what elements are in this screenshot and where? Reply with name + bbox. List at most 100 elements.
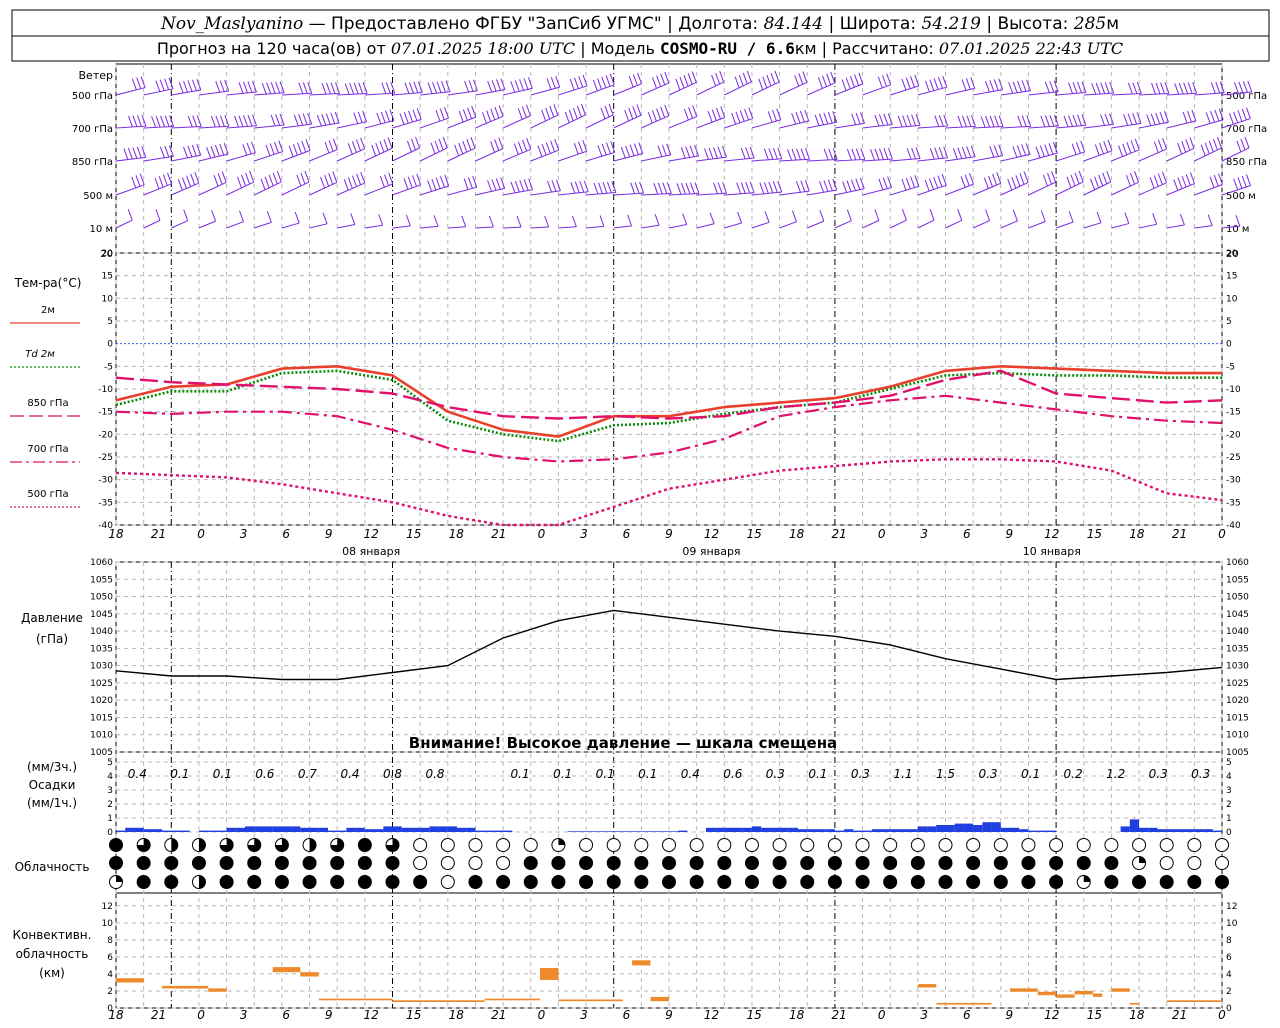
precip-bar — [715, 828, 724, 832]
wind-level-label-left: 500 м — [83, 191, 113, 202]
precip-3h-total: 0.3 — [1149, 767, 1168, 781]
precip-3h-total: 0.8 — [425, 767, 444, 781]
wind-barb — [1001, 210, 1018, 228]
wind-barb — [669, 71, 696, 95]
convective-bar — [1038, 992, 1056, 995]
wind-barb-feather — [1071, 175, 1075, 186]
cloud-icon-outline — [607, 839, 620, 852]
time-tick-label: 21 — [1172, 1008, 1187, 1022]
cloud-cover-icon — [220, 876, 233, 889]
cloud-cover-icon — [1105, 876, 1118, 889]
precip-bar — [485, 831, 494, 832]
wind-barb-shaft — [1084, 223, 1101, 228]
pressure-tick-right: 1020 — [1226, 696, 1249, 706]
wind-barb-feather — [1107, 171, 1111, 182]
wind-barb-feather — [354, 113, 358, 124]
wind-barb-feather — [710, 213, 714, 224]
header-run-1: 07.01.2025 18:00 UTC — [391, 39, 575, 58]
wind-barb-shaft — [973, 221, 989, 228]
wind-barb-feather — [556, 76, 560, 87]
wind-barb-feather — [1162, 172, 1166, 183]
cloud-icon-wedge — [116, 876, 123, 883]
wind-barb-feather — [990, 146, 994, 157]
convective-bar — [1167, 1000, 1222, 1002]
cloud-cover-icon — [469, 857, 482, 870]
wind-barb-feather — [750, 147, 754, 158]
wind-barb-feather — [594, 183, 598, 194]
cloud-icon-fill — [718, 857, 731, 870]
wind-barb — [171, 79, 201, 95]
cloud-icon-fill — [358, 876, 371, 889]
wind-barb-feather — [777, 109, 781, 120]
wind-barb-feather — [1211, 111, 1215, 122]
wind-barb-feather — [580, 181, 584, 192]
cloud-icon-outline — [497, 839, 510, 852]
wind-barb — [558, 216, 576, 228]
precip-bar — [319, 828, 328, 832]
wind-barb-feather — [357, 174, 361, 185]
precip-3h-total: 0.6 — [723, 767, 742, 781]
wind-barb-feather — [384, 139, 388, 150]
wind-barb-feather — [769, 148, 773, 159]
wind-barb — [116, 209, 132, 228]
precip-bar — [291, 826, 300, 832]
wind-barb-shaft — [503, 227, 521, 228]
pressure-tick-left: 1035 — [90, 644, 113, 654]
wind-barb-feather — [958, 209, 962, 220]
convective-bar — [273, 967, 301, 972]
cloud-cover-icon — [1216, 839, 1229, 852]
wind-barb-feather — [459, 143, 463, 154]
cloud-icon-fill — [358, 857, 371, 870]
wind-barb-feather — [266, 145, 270, 156]
wind-barb-feather — [801, 149, 805, 160]
cloud-icon-fill — [745, 876, 758, 889]
wind-barb-feather — [511, 81, 515, 92]
wind-barb-feather — [828, 112, 832, 123]
precip-3h-total: 1.2 — [1106, 767, 1125, 781]
wind-barb — [669, 214, 687, 228]
wind-barb-feather — [737, 183, 741, 194]
wind-barb-feather — [1105, 114, 1109, 125]
precip-bar — [393, 826, 402, 832]
wind-barb-feather — [579, 76, 583, 87]
wind-barb-feather — [276, 82, 280, 93]
wind-barb-feather — [581, 104, 585, 115]
temp-tick-left: -20 — [98, 430, 113, 440]
wind-barb-feather — [159, 176, 163, 187]
wind-barb-feather — [575, 182, 579, 193]
wind-barb-feather — [662, 145, 666, 156]
wind-barb-feather — [551, 77, 555, 88]
cloud-icon-wedge — [1084, 876, 1091, 883]
wind-barb-feather — [247, 143, 251, 154]
wind-barb-shaft — [752, 222, 769, 228]
wind-barb-feather — [1133, 83, 1137, 94]
wind-barb — [1056, 141, 1085, 161]
temperature-panel-title: Тем-ра(°С) — [14, 276, 82, 290]
wind-barb-feather — [1040, 146, 1044, 157]
cloud-icon-fill — [1050, 857, 1063, 870]
wind-barb-feather — [652, 77, 656, 88]
wind-barb-feather — [879, 115, 883, 126]
precip-bar — [448, 826, 457, 832]
precip-tick-right: 3 — [1226, 786, 1232, 796]
cloud-icon-fill — [110, 839, 123, 852]
cloud-icon-fill — [828, 857, 841, 870]
wind-barb — [752, 211, 769, 228]
wind-barb-feather — [212, 210, 216, 221]
cloud-cover-icon — [524, 876, 537, 889]
wind-barb-feather — [829, 149, 833, 160]
wind-barb-feather — [629, 108, 633, 119]
wind-barb-feather — [187, 176, 191, 187]
wind-barb-feather — [499, 138, 503, 149]
time-tick-label: 3 — [240, 527, 248, 541]
convective-bar — [393, 1000, 485, 1002]
wind-barb-feather — [906, 78, 910, 89]
wind-barb-feather — [133, 116, 137, 127]
wind-barb — [1001, 115, 1031, 128]
precip-tick-left: 2 — [107, 800, 113, 810]
wind-panel-title: Ветер — [79, 69, 113, 82]
wind-barb-feather — [1020, 173, 1024, 184]
cloud-icon-fill — [303, 876, 316, 889]
wind-barb-feather — [633, 75, 637, 86]
wind-barb-feather — [907, 115, 911, 126]
